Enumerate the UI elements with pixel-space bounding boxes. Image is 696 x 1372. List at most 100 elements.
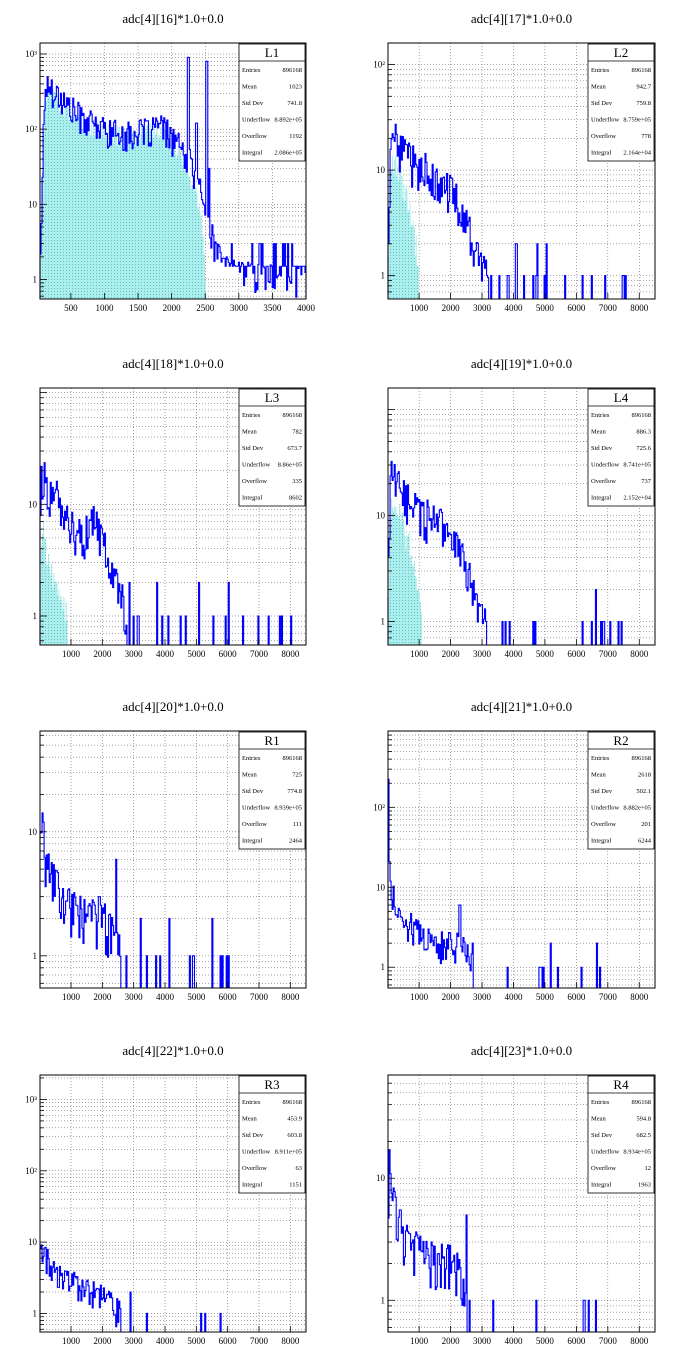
x-tick-label: 3000 <box>230 303 249 313</box>
stats-label: Std Dev <box>242 788 264 795</box>
stats-value: 896168 <box>283 755 303 762</box>
x-tick-label: 6000 <box>219 649 238 659</box>
stats-value: 725 <box>292 772 302 779</box>
x-tick-label: 4000 <box>156 992 175 1002</box>
stats-box-frame <box>587 1075 655 1194</box>
stats-label: Integral <box>242 495 262 502</box>
x-tick-label: 6000 <box>567 992 586 1002</box>
stats-title: R4 <box>613 1077 629 1092</box>
x-tick-label: 8000 <box>630 992 649 1002</box>
stats-label: Integral <box>242 1182 262 1189</box>
stats-box-frame <box>238 388 306 507</box>
stats-value: 741.8 <box>287 100 302 107</box>
x-tick-label: 6000 <box>219 1336 238 1346</box>
histogram-fill-hatch <box>388 155 419 299</box>
stats-label: Integral <box>591 838 611 845</box>
stats-title: L1 <box>265 45 279 60</box>
plot-frame <box>387 1074 656 1333</box>
x-tick-label: 7000 <box>599 303 618 313</box>
plot-frame <box>387 42 656 300</box>
stats-value: 12 <box>645 1165 652 1172</box>
stats-value: 737 <box>641 478 652 485</box>
y-tick-label: 1 <box>33 1308 38 1318</box>
stats-label: Underflow <box>242 805 270 812</box>
stats-value: 8.759e+05 <box>623 117 651 124</box>
x-tick-label: 6000 <box>567 1336 586 1346</box>
x-tick-label: 4000 <box>156 649 175 659</box>
x-tick-label: 3000 <box>125 992 144 1002</box>
stats-value: 603.8 <box>287 1132 302 1139</box>
stats-value: 2.152e+04 <box>623 495 651 502</box>
stats-label: Underflow <box>242 1149 270 1156</box>
stats-label: Underflow <box>591 117 619 124</box>
x-tick-label: 5000 <box>187 1336 206 1346</box>
x-tick-label: 3000 <box>125 649 144 659</box>
chart-title: adc[4][20]*1.0+0.0 <box>122 699 223 714</box>
x-tick-label: 6000 <box>219 992 238 1002</box>
x-tick-label: 7000 <box>599 649 618 659</box>
stats-label: Std Dev <box>591 445 613 452</box>
x-tick-label: 5000 <box>536 303 555 313</box>
histogram-panel-7: adc[4][22]*1.0+0.0 1000 2000 3000 4000 5000 60… <box>25 1043 307 1346</box>
y-tick-label: 1 <box>33 611 38 621</box>
stats-label: Integral <box>242 150 262 157</box>
stats-title: R3 <box>264 1077 279 1092</box>
stats-label: Entries <box>591 412 610 419</box>
stats-label: Integral <box>591 495 611 502</box>
stats-value: 942.7 <box>636 84 651 91</box>
plot-frame <box>39 387 307 646</box>
y-tick-label: 1 <box>381 616 386 626</box>
x-tick-label: 4000 <box>504 649 523 659</box>
stats-value: 111 <box>293 821 302 828</box>
x-tick-label: 5000 <box>187 649 206 659</box>
x-tick-label: 5000 <box>536 649 555 659</box>
histogram-panel-3: adc[4][18]*1.0+0.0 1000 2000 3000 4000 5000 60… <box>28 356 307 659</box>
y-tick-label: 10 <box>28 1237 38 1247</box>
stats-value: 2464 <box>289 838 303 845</box>
stats-value: 774.8 <box>287 788 302 795</box>
y-tick-label: 1 <box>33 274 38 284</box>
stats-label: Mean <box>591 1116 607 1123</box>
plot-frame <box>387 730 656 989</box>
x-tick-label: 7000 <box>250 1336 269 1346</box>
x-tick-label: 500 <box>64 303 78 313</box>
histogram-fill-hatch <box>40 521 68 645</box>
stats-box-frame <box>238 1075 306 1194</box>
stats-value: 673.7 <box>287 445 302 452</box>
stats-box: L1 Entries 896168 Mean 1023 Std Dev 741.8 Under… <box>238 43 306 162</box>
x-tick-label: 4000 <box>297 303 316 313</box>
stats-title: L2 <box>614 45 628 60</box>
plot-frame <box>39 1074 307 1333</box>
stats-value: 335 <box>292 478 302 485</box>
y-tick-label: 1 <box>381 962 386 972</box>
stats-box: L2 Entries 896168 Mean 942.7 Std Dev 759.8 Unde… <box>587 43 655 162</box>
y-tick-label: 10 <box>376 165 386 175</box>
x-tick-label: 3000 <box>473 303 492 313</box>
stats-value: 8.911e+05 <box>275 1149 302 1156</box>
stats-label: Integral <box>591 1182 611 1189</box>
chart-title: adc[4][16]*1.0+0.0 <box>122 11 223 26</box>
stats-value: 502.1 <box>636 788 651 795</box>
stats-title: L4 <box>614 390 629 405</box>
x-tick-label: 8000 <box>630 1336 649 1346</box>
x-tick-label: 2000 <box>93 649 112 659</box>
x-tick-label: 3000 <box>473 649 492 659</box>
x-tick-label: 7000 <box>250 649 269 659</box>
y-tick-label: 10² <box>25 124 37 134</box>
x-tick-label: 4000 <box>504 1336 523 1346</box>
y-tick-label: 1 <box>381 1295 386 1305</box>
x-tick-label: 6000 <box>567 303 586 313</box>
stats-label: Mean <box>591 772 607 779</box>
stats-title: R2 <box>613 733 628 748</box>
x-tick-label: 8000 <box>281 992 300 1002</box>
stats-label: Std Dev <box>242 100 264 107</box>
stats-value: 896168 <box>632 755 652 762</box>
y-tick-label: 1 <box>381 271 386 281</box>
stats-box-frame <box>238 43 306 162</box>
stats-label: Overflow <box>591 133 616 140</box>
stats-value: 682.5 <box>636 1132 651 1139</box>
y-tick-label: 10³ <box>25 1094 37 1104</box>
stats-value: 725.6 <box>636 445 651 452</box>
y-tick-label: 10 <box>28 499 38 509</box>
stats-value: 896168 <box>283 67 303 74</box>
